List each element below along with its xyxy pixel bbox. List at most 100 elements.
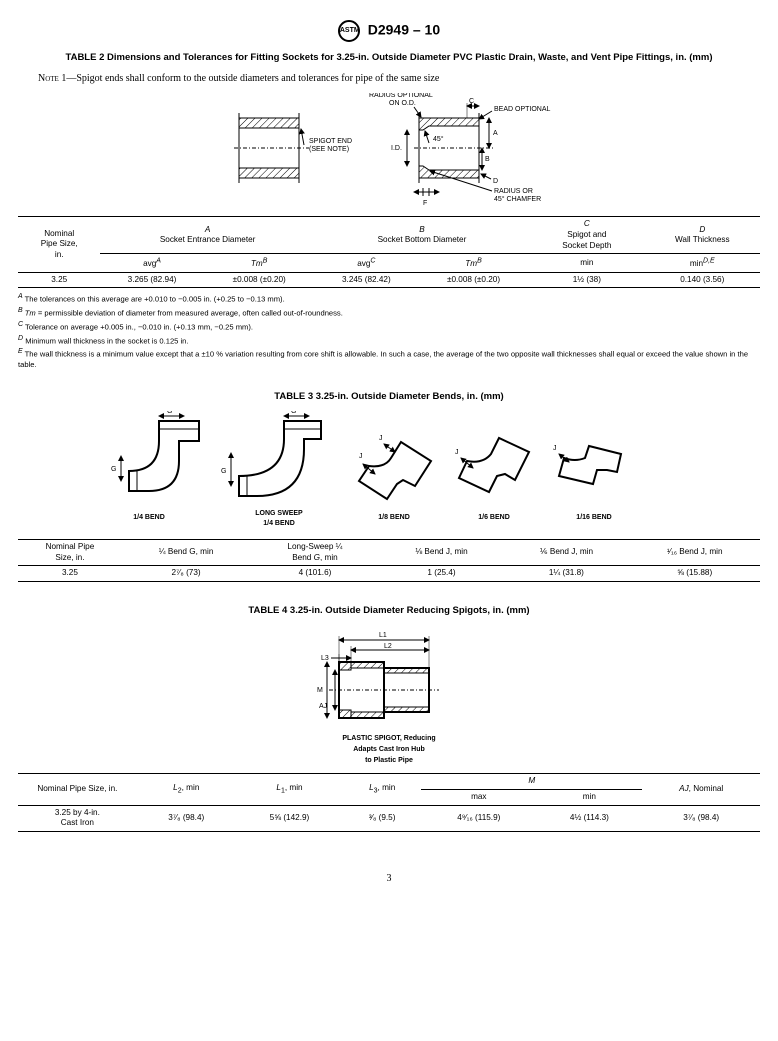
t3-h-c4: ⅙ Bend J, min [503, 539, 629, 565]
t3-h-c2: Long-Sweep ¼Bend G, min [287, 542, 342, 562]
svg-text:RADIUS OR: RADIUS OR [494, 188, 533, 195]
svg-text:J: J [455, 449, 459, 456]
t2-r-bavg: 3.245 (82.42) [315, 272, 418, 288]
table2-note: Note 1—Spigot ends shall conform to the … [38, 72, 760, 85]
svg-text:1/8 BEND: 1/8 BEND [378, 514, 410, 521]
svg-text:PLASTIC SPIGOT, Reducing: PLASTIC SPIGOT, Reducing [342, 735, 435, 742]
t4-h-nom: Nominal Pipe Size, in. [37, 784, 117, 793]
svg-text:D: D [493, 178, 498, 185]
svg-text:L1: L1 [379, 632, 387, 639]
svg-text:(SEE NOTE): (SEE NOTE) [309, 146, 349, 153]
t4-r-l3: ³⁄₈ (9.5) [343, 805, 421, 831]
t4-r-nom: 3.25 by 4-in.Cast Iron [55, 808, 100, 828]
t2-sub-tm-b: TmB [251, 259, 268, 268]
t2-sub-min: min [580, 258, 593, 267]
t2-sub-tm-b2: TmB [465, 259, 482, 268]
note-label: Note 1 [38, 73, 66, 84]
fn-b: permissible deviation of diameter from m… [44, 309, 342, 318]
svg-text:G: G [291, 411, 296, 415]
t2-h-c: Spigot andSocket Depth [562, 230, 611, 250]
svg-text:to Plastic Pipe: to Plastic Pipe [365, 757, 413, 764]
doc-header: ASTM D2949 – 10 [18, 20, 760, 42]
t2-r-aavg: 3.265 (82.94) [100, 272, 203, 288]
t3-h-nominal: Nominal PipeSize, in. [46, 542, 95, 562]
table2: NominalPipe Size,in. ASocket Entrance Di… [18, 216, 760, 288]
svg-text:M: M [317, 687, 323, 694]
table-row: 3.25 by 4-in.Cast Iron 3⁷⁄₈ (98.4) 5⅝ (1… [18, 805, 760, 831]
svg-text:LONG SWEEP: LONG SWEEP [255, 510, 303, 517]
t2-h-b: Socket Bottom Diameter [378, 235, 467, 244]
t2-h-d: Wall Thickness [675, 235, 730, 244]
svg-text:C: C [469, 98, 474, 105]
table-row: 3.25 2⁷⁄₈ (73) 4 (101.6) 1 (25.4) 1¼ (31… [18, 566, 760, 582]
t2-r-dmin: 0.140 (3.56) [645, 272, 760, 288]
standard-id: D2949 – 10 [368, 22, 440, 38]
t3-r-c3: 1 (25.4) [380, 566, 504, 582]
svg-text:1/16 BEND: 1/16 BEND [576, 514, 611, 521]
table3: Nominal PipeSize, in. ¼ Bend G, min Long… [18, 539, 760, 582]
t2-h-a: Socket Entrance Diameter [160, 235, 256, 244]
t3-r-c2: 4 (101.6) [250, 566, 379, 582]
svg-text:J: J [379, 435, 383, 442]
svg-text:G: G [167, 411, 172, 415]
svg-text:ON O.D.: ON O.D. [389, 100, 416, 107]
astm-logo: ASTM [338, 20, 360, 42]
table2-title: TABLE 2 Dimensions and Tolerances for Fi… [18, 52, 760, 64]
fn-d: Minimum wall thickness in the socket is … [25, 336, 188, 345]
svg-text:Adapts Cast Iron Hub: Adapts Cast Iron Hub [353, 746, 425, 753]
table4-title: TABLE 4 3.25-in. Outside Diameter Reduci… [18, 605, 760, 617]
t4-r-l2: 3⁷⁄₈ (98.4) [137, 805, 236, 831]
fn-e: The wall thickness is a minimum value ex… [18, 350, 748, 369]
table4-diagram: L1 L2 L3 M AJ PLASTIC SPIGOT, Reducing A… [18, 625, 760, 765]
svg-text:1/4 BEND: 1/4 BEND [133, 514, 165, 521]
svg-text:1/6 BEND: 1/6 BEND [478, 514, 510, 521]
t3-h-c5: ¹⁄₁₆ Bend J, min [629, 539, 760, 565]
t4-h-mmin: min [536, 789, 642, 805]
t2-sub-min-de: minD,E [690, 259, 715, 268]
t4-r-l1: 5⅝ (142.9) [236, 805, 343, 831]
t3-r-nom: 3.25 [18, 566, 122, 582]
table-row: 3.25 3.265 (82.94) ±0.008 (±0.20) 3.245 … [18, 272, 760, 288]
svg-text:A: A [493, 130, 498, 137]
t4-h-mmax: max [421, 789, 536, 805]
t2-r-atm: ±0.008 (±0.20) [204, 272, 315, 288]
t2-r-nominal: 3.25 [18, 272, 100, 288]
t2-r-cmin: 1½ (38) [529, 272, 644, 288]
t4-r-aj: 3⁷⁄₈ (98.4) [642, 805, 760, 831]
t4-r-mmax: 4⁹⁄₁₆ (115.9) [421, 805, 536, 831]
svg-text:L3: L3 [321, 655, 329, 662]
svg-text:L2: L2 [384, 643, 392, 650]
table2-diagram: SPIGOT END (SEE NOTE) A B C D F I.D. 45 [18, 93, 760, 208]
t3-h-c1: ¼ Bend G, min [122, 539, 250, 565]
t3-r-c4: 1¼ (31.8) [503, 566, 629, 582]
t4-r-mmin: 4½ (114.3) [536, 805, 642, 831]
fn-a: The tolerances on this average are +0.01… [25, 295, 285, 304]
t3-r-c5: ⅝ (15.88) [629, 566, 760, 582]
note-text: —Spigot ends shall conform to the outsid… [66, 73, 439, 84]
svg-text:J: J [553, 445, 557, 452]
svg-text:B: B [485, 156, 490, 163]
svg-text:F: F [423, 200, 427, 207]
svg-text:G: G [221, 468, 226, 475]
svg-text:45° CHAMFER: 45° CHAMFER [494, 195, 541, 203]
svg-text:RADIUS OPTIONAL: RADIUS OPTIONAL [369, 93, 433, 99]
t2-h-nominal: NominalPipe Size,in. [41, 229, 78, 259]
svg-text:J: J [359, 453, 363, 460]
table4: Nominal Pipe Size, in. L2, min L1, min L… [18, 773, 760, 832]
svg-text:AJ: AJ [319, 703, 327, 710]
svg-text:G: G [111, 466, 116, 473]
svg-text:BEAD OPTIONAL: BEAD OPTIONAL [494, 106, 551, 113]
fn-c: Tolerance on average +0.005 in., −0.010 … [25, 322, 253, 331]
t3-r-c1: 2⁷⁄₈ (73) [122, 566, 250, 582]
t2-sub-avg-a: avgA [143, 259, 161, 268]
svg-text:SPIGOT END: SPIGOT END [309, 138, 352, 145]
page-number: 3 [18, 872, 760, 885]
table3-diagram: G G G G J J J J 1/4 BEND LONG SWEEP 1/4 … [18, 411, 760, 531]
svg-text:1/4 BEND: 1/4 BEND [263, 520, 295, 527]
t2-sub-avg-c: avgC [357, 259, 375, 268]
svg-text:I.D.: I.D. [391, 145, 402, 152]
table2-footnotes: A The tolerances on this average are +0.… [18, 292, 760, 370]
svg-text:45°: 45° [433, 135, 444, 143]
t3-h-c3: ⅛ Bend J, min [380, 539, 504, 565]
t2-r-btm: ±0.008 (±0.20) [418, 272, 529, 288]
